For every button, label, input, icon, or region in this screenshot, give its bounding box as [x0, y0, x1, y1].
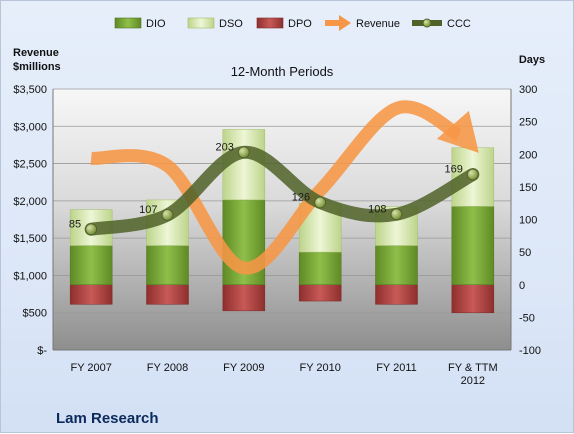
dio-bar	[375, 245, 418, 286]
dio-bar	[298, 251, 342, 285]
x-tick-label: FY 2009	[223, 362, 264, 374]
ccc-markers	[85, 146, 479, 236]
right-tick-label: -100	[519, 345, 541, 357]
legend-label: DPO	[288, 18, 312, 30]
revenue-line	[90, 100, 463, 275]
dpo-bar	[298, 284, 342, 302]
chart-title: 12-Month Periods	[231, 64, 334, 79]
left-tick-label: $500	[23, 308, 47, 320]
bars	[69, 129, 495, 314]
dpo-bar	[375, 284, 418, 305]
revenue-arrowhead	[436, 110, 479, 153]
right-axis: -100 -50 0 50 100 150 200 250 300	[510, 84, 541, 357]
ccc-data-label: 108	[368, 203, 386, 215]
legend-label: DIO	[146, 18, 166, 30]
x-axis: FY 2007 FY 2008 FY 2009 FY 2010 FY 2011 FY & …	[53, 349, 511, 387]
ccc-marker	[466, 168, 479, 181]
ccc-marker	[314, 196, 327, 209]
legend-label: Revenue	[356, 18, 400, 30]
legend-swatch	[256, 17, 284, 29]
ccc-data-label: 169	[444, 163, 462, 175]
dpo-bar	[146, 284, 189, 305]
right-tick-label: 100	[519, 215, 537, 227]
right-tick-label: 150	[519, 182, 537, 194]
ccc-marker	[161, 208, 174, 221]
ccc-marker	[390, 208, 403, 221]
ccc-data-label: 126	[292, 192, 310, 204]
right-tick-label: 300	[519, 84, 537, 96]
legend-label: DSO	[219, 18, 243, 30]
left-axis-title-line1: Revenue	[13, 47, 59, 59]
x-tick-label: FY 2011	[376, 362, 417, 374]
x-tick-label: FY & TTM 2012	[448, 362, 498, 387]
company-name: Lam Research	[56, 410, 159, 427]
right-tick-label: 200	[519, 149, 537, 161]
right-tick-label: 250	[519, 117, 537, 129]
right-axis-title: Days	[519, 54, 545, 66]
left-tick-label: $1,000	[13, 270, 47, 282]
ccc-data-label: 85	[69, 218, 81, 230]
x-tick-label: FY 2010	[299, 362, 340, 374]
left-tick-label: $-	[37, 345, 47, 357]
right-tick-label: -50	[519, 312, 535, 324]
right-tick-label: 50	[519, 247, 531, 259]
left-tick-label: $1,500	[13, 233, 47, 245]
dio-bar	[146, 245, 189, 286]
left-tick-label: $3,500	[13, 84, 47, 96]
legend: DIO DSO DPO Revenue CCC	[114, 15, 471, 31]
left-axis: $- $500 $1,000 $1,500 $2,000 $2,500 $3,000 $3,5…	[13, 84, 54, 357]
left-tick-label: $2,500	[13, 159, 47, 171]
legend-swatch-arrowhead	[339, 15, 351, 31]
dio-bar	[451, 206, 495, 285]
legend-label: CCC	[447, 18, 471, 30]
legend-swatch	[114, 17, 142, 29]
dio-bar	[69, 245, 113, 286]
dpo-bar	[69, 284, 113, 305]
x-tick-label: FY 2007	[70, 362, 111, 374]
x-tick-label: FY 2008	[147, 362, 188, 374]
left-tick-label: $2,000	[13, 196, 47, 208]
ccc-data-label: 203	[215, 141, 233, 153]
ccc-marker	[237, 146, 250, 159]
left-tick-label: $3,000	[13, 121, 47, 133]
dpo-bar	[222, 284, 266, 312]
left-axis-title-line2: $millions	[13, 61, 61, 73]
ccc-marker	[85, 223, 98, 236]
ccc-data-label: 107	[139, 204, 157, 216]
dpo-bar	[451, 284, 495, 314]
legend-swatch-marker	[422, 18, 432, 28]
right-tick-label: 0	[519, 280, 525, 292]
legend-swatch	[187, 17, 215, 29]
data-labels: 85 107 203 126 108 169	[69, 141, 463, 230]
